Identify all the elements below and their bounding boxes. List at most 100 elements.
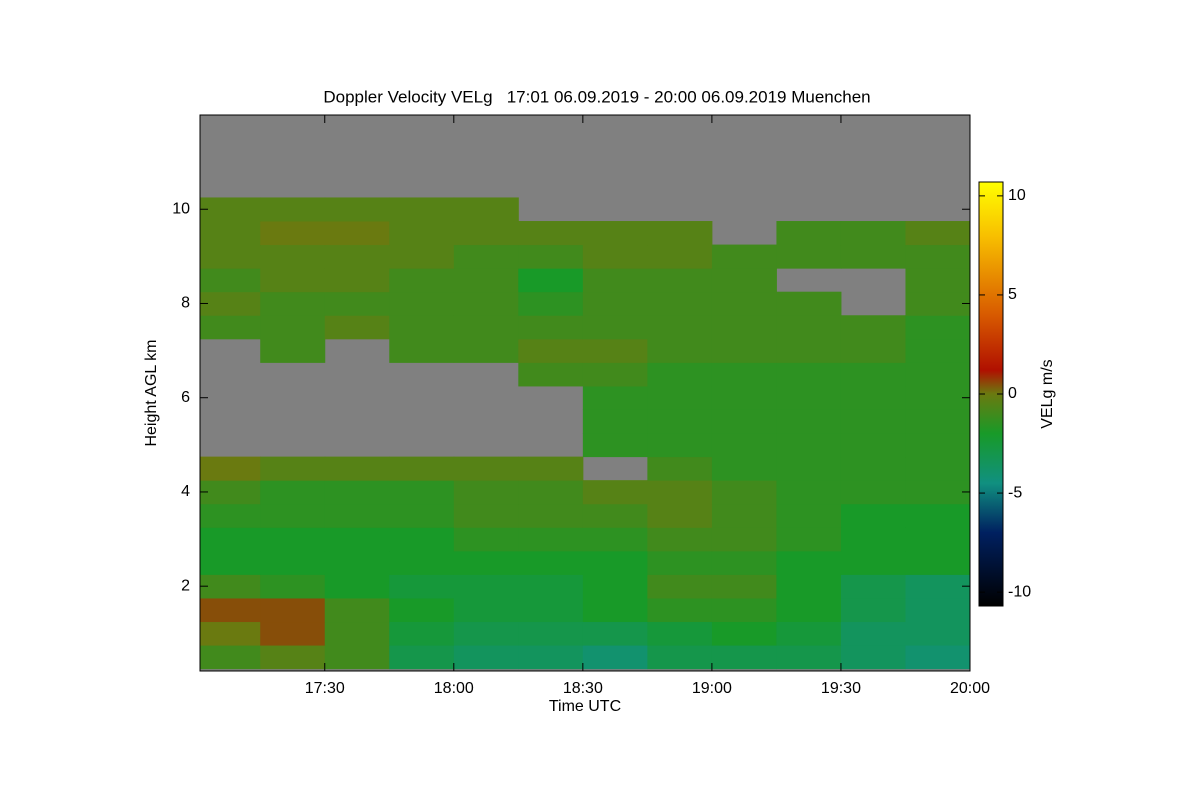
heatmap-cell	[389, 338, 455, 363]
heatmap-cell	[905, 621, 970, 646]
heatmap-cell	[389, 645, 455, 670]
heatmap-cell	[260, 244, 326, 269]
heatmap-cell	[389, 456, 455, 481]
heatmap-cell	[776, 480, 842, 505]
x-tick-label: 18:00	[434, 680, 474, 697]
chart-title: Doppler Velocity VELg 17:01 06.09.2019 -…	[323, 87, 870, 106]
heatmap-cell	[905, 291, 970, 316]
heatmap-cell	[389, 621, 455, 646]
heatmap-cell	[260, 268, 326, 293]
heatmap-cell	[260, 550, 326, 575]
heatmap-cell	[582, 338, 648, 363]
heatmap-cell	[389, 244, 455, 269]
heatmap-cell	[260, 597, 326, 623]
heatmap-cell	[776, 409, 842, 434]
heatmap-cell	[260, 527, 326, 552]
heatmap-cell	[260, 645, 326, 670]
heatmap-cell	[389, 503, 455, 528]
heatmap-cell	[905, 221, 970, 246]
heatmap-cell	[905, 362, 970, 387]
heatmap-cell	[582, 503, 648, 528]
heatmap-cell	[776, 338, 842, 363]
heatmap-cell	[711, 268, 777, 293]
heatmap-cell	[647, 503, 713, 528]
heatmap-cell	[711, 597, 777, 623]
heatmap-cell	[776, 433, 842, 458]
heatmap-cell	[200, 221, 261, 246]
heatmap-cell	[518, 597, 584, 623]
heatmap-cell	[260, 291, 326, 316]
heatmap-cell	[389, 527, 455, 552]
heatmap-cell	[776, 621, 842, 646]
heatmap-cell	[518, 291, 584, 316]
heatmap-cell	[711, 244, 777, 269]
y-tick-label: 2	[181, 577, 190, 594]
heatmap-cell	[840, 221, 906, 246]
heatmap-cell	[518, 338, 584, 363]
heatmap-cell	[453, 550, 519, 575]
heatmap-cell	[582, 409, 648, 434]
heatmap-cell	[711, 409, 777, 434]
heatmap-cell	[647, 315, 713, 340]
heatmap-cell	[453, 338, 519, 363]
heatmap-cell	[518, 621, 584, 646]
heatmap-cell	[647, 456, 713, 481]
heatmap-cell	[260, 338, 326, 363]
heatmap-cell	[324, 197, 390, 222]
heatmap-cell	[389, 197, 455, 222]
heatmap-cell	[200, 268, 261, 293]
heatmap-cell	[324, 244, 390, 269]
heatmap-cell	[518, 268, 584, 293]
heatmap-cell	[840, 480, 906, 505]
heatmap-cell	[776, 291, 842, 316]
heatmap-cell	[905, 645, 970, 670]
heatmap-cell	[582, 244, 648, 269]
heatmap-cell	[453, 315, 519, 340]
y-tick-label: 4	[181, 483, 190, 500]
heatmap-cell	[324, 503, 390, 528]
heatmap-cell	[840, 503, 906, 528]
heatmap-cell	[647, 550, 713, 575]
heatmap-cell	[582, 362, 648, 387]
heatmap-cell	[711, 574, 777, 599]
heatmap-cell	[389, 574, 455, 599]
heatmap-cell	[905, 433, 970, 458]
heatmap-cell	[776, 362, 842, 387]
heatmap-cell	[776, 385, 842, 410]
heatmap-cell	[647, 480, 713, 505]
heatmap-cell	[647, 409, 713, 434]
heatmap-cell	[200, 315, 261, 340]
heatmap-cell	[905, 338, 970, 363]
heatmap-cell	[776, 221, 842, 246]
heatmap-cell	[711, 527, 777, 552]
heatmap-cell	[453, 503, 519, 528]
x-tick-label: 17:30	[305, 680, 345, 697]
heatmap-cell	[582, 291, 648, 316]
heatmap-cell	[905, 480, 970, 505]
heatmap-cell	[453, 621, 519, 646]
heatmap-cell	[905, 456, 970, 481]
heatmap-cell	[776, 244, 842, 269]
heatmap-cell	[647, 621, 713, 646]
heatmap-cell	[200, 645, 261, 670]
heatmap-cell	[711, 480, 777, 505]
x-tick-label: 19:00	[692, 680, 732, 697]
heatmap-cell	[582, 574, 648, 599]
heatmap-cell	[389, 268, 455, 293]
heatmap-cell	[200, 291, 261, 316]
heatmap-cell	[647, 597, 713, 623]
heatmap-cell	[518, 574, 584, 599]
heatmap-cell	[905, 503, 970, 528]
colorbar-tick-label: 10	[1008, 187, 1026, 204]
heatmap-cell	[453, 291, 519, 316]
heatmap-cell	[840, 621, 906, 646]
heatmap-cell	[711, 645, 777, 670]
heatmap-cell	[389, 315, 455, 340]
heatmap-cell	[840, 385, 906, 410]
heatmap-cell	[840, 527, 906, 552]
x-axis-label: Time UTC	[549, 698, 621, 715]
heatmap-cell	[647, 362, 713, 387]
heatmap-cell	[260, 480, 326, 505]
heatmap-cell	[711, 385, 777, 410]
heatmap-cell	[776, 315, 842, 340]
